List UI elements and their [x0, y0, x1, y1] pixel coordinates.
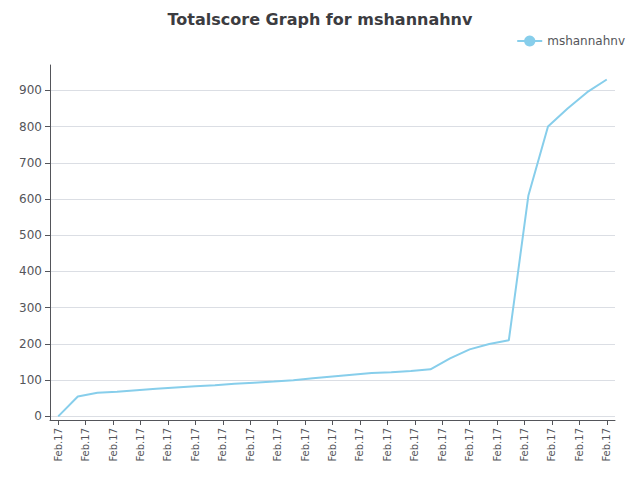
svg-text:700: 700 [19, 156, 42, 170]
svg-text:Feb.17: Feb.17 [190, 428, 201, 462]
svg-text:300: 300 [19, 301, 42, 315]
svg-text:Feb.17: Feb.17 [519, 428, 530, 462]
svg-text:Feb.17: Feb.17 [601, 428, 612, 462]
svg-text:Feb.17: Feb.17 [546, 428, 557, 462]
svg-text:Feb.17: Feb.17 [327, 428, 338, 462]
svg-text:800: 800 [19, 120, 42, 134]
svg-text:Totalscore Graph for mshannahn: Totalscore Graph for mshannahnv [168, 10, 473, 29]
svg-text:600: 600 [19, 192, 42, 206]
svg-text:900: 900 [19, 83, 42, 97]
svg-text:Feb.17: Feb.17 [300, 428, 311, 462]
svg-text:100: 100 [19, 373, 42, 387]
svg-text:Feb.17: Feb.17 [53, 428, 64, 462]
svg-text:0: 0 [34, 409, 42, 423]
svg-text:Feb.17: Feb.17 [272, 428, 283, 462]
svg-text:Feb.17: Feb.17 [135, 428, 146, 462]
svg-text:400: 400 [19, 264, 42, 278]
svg-text:Feb.17: Feb.17 [217, 428, 228, 462]
svg-text:Feb.17: Feb.17 [245, 428, 256, 462]
svg-text:Feb.17: Feb.17 [574, 428, 585, 462]
svg-text:Feb.17: Feb.17 [437, 428, 448, 462]
svg-text:Feb.17: Feb.17 [382, 428, 393, 462]
svg-text:Feb.17: Feb.17 [162, 428, 173, 462]
svg-text:Feb.17: Feb.17 [354, 428, 365, 462]
svg-text:Feb.17: Feb.17 [492, 428, 503, 462]
svg-text:200: 200 [19, 337, 42, 351]
svg-text:Feb.17: Feb.17 [80, 428, 91, 462]
svg-text:500: 500 [19, 228, 42, 242]
svg-text:Feb.17: Feb.17 [464, 428, 475, 462]
svg-text:Feb.17: Feb.17 [409, 428, 420, 462]
svg-text:Feb.17: Feb.17 [108, 428, 119, 462]
svg-text:mshannahnv: mshannahnv [547, 34, 625, 48]
